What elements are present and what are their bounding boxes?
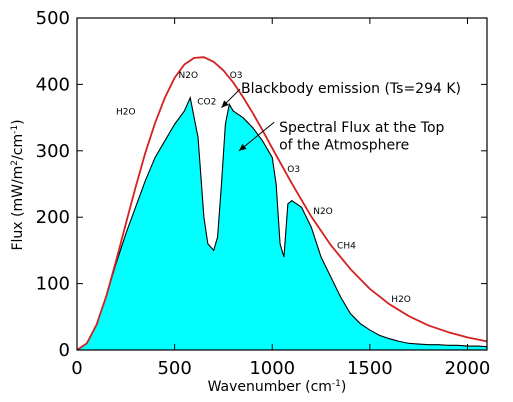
- y-tick-label: 500: [36, 8, 70, 29]
- y-tick-label: 400: [36, 74, 70, 95]
- x-axis-title: Wavenumber (cm-1): [208, 379, 347, 395]
- axes: 0 500 1000 1500 2000 0 100 200 300 400 500: [36, 8, 491, 379]
- annotation-label: N2O: [179, 71, 199, 81]
- annotation-label: O3: [230, 71, 243, 81]
- annotation-label: H2O: [391, 295, 411, 305]
- annotation-label: N2O: [313, 207, 333, 217]
- x-tick-label: 0: [71, 358, 82, 379]
- y-tick-label: 100: [36, 274, 70, 295]
- plot-area: [77, 56, 487, 350]
- x-tick-label: 2000: [445, 358, 491, 379]
- y-tick-label: 200: [36, 207, 70, 228]
- annotation-label: CO2: [197, 97, 216, 107]
- annotation-label: O3: [287, 165, 300, 175]
- annotation-label: Blackbody emission (Ts=294 K): [241, 81, 461, 97]
- x-tick-label: 500: [157, 358, 191, 379]
- y-axis-title: Flux (mW/m2/cm-1): [10, 119, 26, 250]
- flux-line: [77, 95, 487, 350]
- y-tick-label: 300: [36, 141, 70, 162]
- blackbody-arrow-head: [221, 100, 229, 108]
- annotation-label: H2O: [116, 107, 136, 117]
- x-tick-label: 1500: [347, 358, 393, 379]
- flux-arrow-head: [239, 143, 247, 151]
- x-tick-label: 1000: [249, 358, 295, 379]
- annotation-label: of the Atmosphere: [279, 137, 409, 153]
- annotation-label: CH4: [337, 241, 356, 251]
- flux-arrow: [238, 121, 275, 152]
- annotations: H2O N2O O3 CO2 O3 N2O CH4 H2O Blackbody emission…: [116, 71, 461, 305]
- y-tick-label: 0: [59, 340, 70, 361]
- annotation-label: Spectral Flux at the Top: [279, 120, 444, 136]
- blackbody-line: [77, 56, 487, 350]
- flux-area: [77, 97, 487, 350]
- plot-frame: [76, 17, 488, 351]
